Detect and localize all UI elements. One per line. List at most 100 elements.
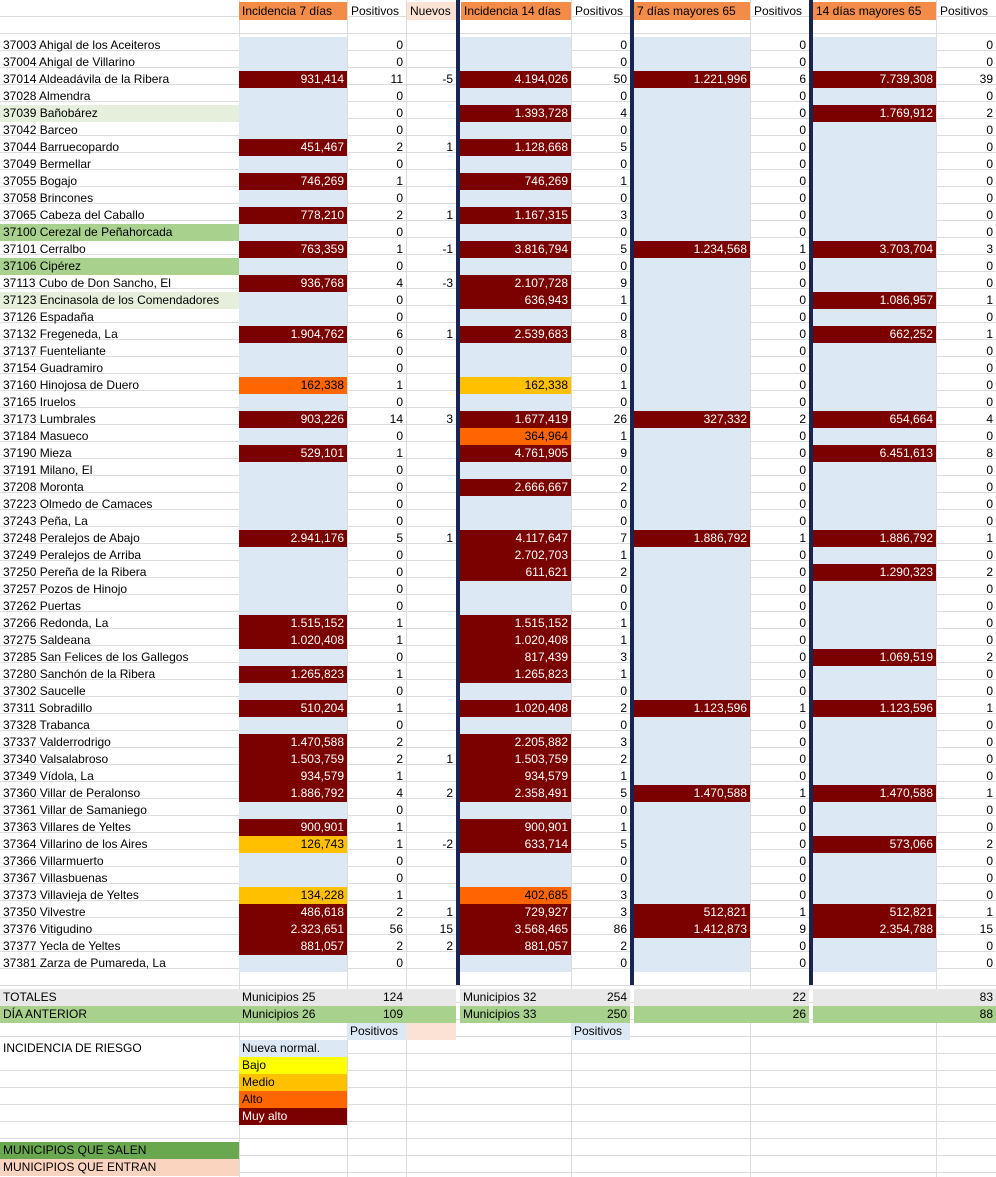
incidencia-7-m65-cell[interactable]: [634, 649, 750, 666]
nuevos-cell[interactable]: [406, 734, 456, 751]
incidencia-7-cell[interactable]: [239, 309, 347, 326]
positivos-14-m65-cell[interactable]: 2: [986, 837, 993, 851]
positivos-14-cell[interactable]: 7: [620, 531, 627, 545]
positivos-14-m65-cell[interactable]: 0: [986, 157, 993, 171]
incidencia-14-cell[interactable]: 817,439: [460, 649, 571, 666]
positivos-14-m65-cell[interactable]: 0: [986, 123, 993, 137]
positivos-7-cell[interactable]: 0: [396, 480, 403, 494]
incidencia-14-m65-cell[interactable]: 654,664: [813, 411, 936, 428]
municipio-name[interactable]: 37049 Bermellar: [3, 157, 92, 171]
positivos-14-m65-cell[interactable]: 0: [986, 956, 993, 970]
incidencia-7-cell[interactable]: [239, 581, 347, 598]
header-positivos-14-m65[interactable]: Positivos: [940, 4, 989, 18]
incidencia-14-cell[interactable]: 881,057: [460, 938, 571, 955]
incidencia-14-cell[interactable]: 2.666,667: [460, 479, 571, 496]
incidencia-14-cell[interactable]: 4.761,905: [460, 445, 571, 462]
positivos-14-cell[interactable]: 0: [620, 38, 627, 52]
incidencia-14-cell[interactable]: [460, 717, 571, 734]
incidencia-14-m65-cell[interactable]: [813, 598, 936, 615]
incidencia-7-m65-cell[interactable]: [634, 853, 750, 870]
incidencia-14-cell[interactable]: [460, 122, 571, 139]
incidencia-7-cell[interactable]: 451,467: [239, 139, 347, 156]
positivos-7-m65-cell[interactable]: 0: [799, 735, 806, 749]
incidencia-7-cell[interactable]: [239, 88, 347, 105]
incidencia-14-m65-cell[interactable]: [813, 428, 936, 445]
incidencia-14-m65-cell[interactable]: [813, 496, 936, 513]
positivos-14-cell[interactable]: 9: [620, 446, 627, 460]
incidencia-14-m65-cell[interactable]: [813, 615, 936, 632]
incidencia-14-m65-cell[interactable]: [813, 122, 936, 139]
positivos-7-cell[interactable]: 0: [396, 599, 403, 613]
incidencia-14-m65-cell[interactable]: [813, 802, 936, 819]
municipio-name[interactable]: 37042 Barceo: [3, 123, 78, 137]
positivos-7-m65-cell[interactable]: 0: [799, 565, 806, 579]
incidencia-7-m65-cell[interactable]: [634, 428, 750, 445]
positivos-7-cell[interactable]: 1: [396, 633, 403, 647]
positivos-7-cell[interactable]: 1: [396, 446, 403, 460]
positivos-7-cell[interactable]: 0: [396, 803, 403, 817]
incidencia-14-m65-cell[interactable]: [813, 173, 936, 190]
nuevos-cell[interactable]: [406, 428, 456, 445]
positivos-7-m65-cell[interactable]: 1: [799, 531, 806, 545]
incidencia-14-cell[interactable]: 162,338: [460, 377, 571, 394]
positivos-7-cell[interactable]: 0: [396, 684, 403, 698]
positivos-14-cell[interactable]: 0: [620, 123, 627, 137]
incidencia-14-m65-cell[interactable]: 7.739,308: [813, 71, 936, 88]
incidencia-14-cell[interactable]: [460, 156, 571, 173]
positivos-14-m65-cell[interactable]: 0: [986, 599, 993, 613]
incidencia-14-cell[interactable]: 3.816,794: [460, 241, 571, 258]
positivos-14-cell[interactable]: 3: [620, 905, 627, 919]
positivos-14-m65-cell[interactable]: 0: [986, 718, 993, 732]
nuevos-cell[interactable]: 2: [446, 939, 453, 953]
incidencia-14-m65-cell[interactable]: 3.703,704: [813, 241, 936, 258]
incidencia-7-m65-cell[interactable]: [634, 870, 750, 887]
incidencia-7-m65-cell[interactable]: [634, 598, 750, 615]
nuevos-cell[interactable]: [406, 496, 456, 513]
positivos-7-cell[interactable]: 0: [396, 38, 403, 52]
positivos-14-m65-cell[interactable]: 3: [986, 242, 993, 256]
incidencia-14-m65-cell[interactable]: 1.069,519: [813, 649, 936, 666]
positivos-14-m65-cell[interactable]: 0: [986, 174, 993, 188]
municipio-name[interactable]: 37381 Zarza de Pumareda, La: [3, 956, 166, 970]
positivos-7-m65-cell[interactable]: 0: [799, 225, 806, 239]
nuevos-cell[interactable]: [406, 615, 456, 632]
municipio-name[interactable]: 37248 Peralejos de Abajo: [3, 531, 140, 545]
positivos-14-cell[interactable]: 1: [620, 174, 627, 188]
positivos-7-cell[interactable]: 1: [396, 701, 403, 715]
positivos-14-cell[interactable]: 5: [620, 837, 627, 851]
positivos-7-m65-cell[interactable]: 0: [799, 480, 806, 494]
incidencia-14-m65-cell[interactable]: [813, 734, 936, 751]
incidencia-7-cell[interactable]: [239, 479, 347, 496]
nuevos-cell[interactable]: [406, 156, 456, 173]
nuevos-cell[interactable]: [406, 190, 456, 207]
incidencia-14-cell[interactable]: 2.205,882: [460, 734, 571, 751]
nuevos-cell[interactable]: 3: [446, 412, 453, 426]
municipio-name[interactable]: 37360 Villar de Peralonso: [3, 786, 141, 800]
nuevos-cell[interactable]: [406, 649, 456, 666]
nuevos-cell[interactable]: [406, 666, 456, 683]
incidencia-14-cell[interactable]: 1.020,408: [460, 632, 571, 649]
incidencia-7-m65-cell[interactable]: 327,332: [634, 411, 750, 428]
incidencia-7-m65-cell[interactable]: [634, 734, 750, 751]
nuevos-cell[interactable]: [406, 955, 456, 972]
municipio-name[interactable]: 37190 Mieza: [3, 446, 72, 460]
positivos-7-m65-cell[interactable]: 0: [799, 55, 806, 69]
positivos-14-m65-cell[interactable]: 0: [986, 191, 993, 205]
incidencia-14-cell[interactable]: [460, 88, 571, 105]
positivos-7-cell[interactable]: 1: [396, 616, 403, 630]
positivos-14-m65-cell[interactable]: 0: [986, 633, 993, 647]
incidencia-14-cell[interactable]: 1.515,152: [460, 615, 571, 632]
incidencia-7-cell[interactable]: 936,768: [239, 275, 347, 292]
incidencia-7-m65-cell[interactable]: [634, 258, 750, 275]
positivos-14-cell[interactable]: 4: [620, 106, 627, 120]
positivos-7-m65-cell[interactable]: 2: [799, 412, 806, 426]
incidencia-14-cell[interactable]: [460, 802, 571, 819]
incidencia-14-cell[interactable]: [460, 581, 571, 598]
incidencia-7-m65-cell[interactable]: [634, 462, 750, 479]
incidencia-14-m65-cell[interactable]: 6.451,613: [813, 445, 936, 462]
positivos-14-m65-cell[interactable]: 0: [986, 310, 993, 324]
incidencia-14-cell[interactable]: [460, 955, 571, 972]
positivos-14-cell[interactable]: 0: [620, 191, 627, 205]
positivos-7-cell[interactable]: 0: [396, 106, 403, 120]
positivos-7-cell[interactable]: 0: [396, 293, 403, 307]
